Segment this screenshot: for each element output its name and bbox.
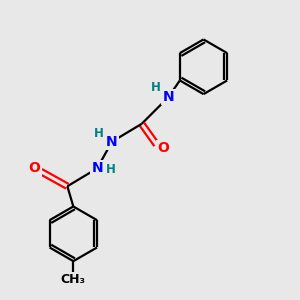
Text: N: N — [91, 161, 103, 176]
Text: N: N — [106, 135, 118, 149]
Text: H: H — [94, 127, 103, 140]
Text: H: H — [106, 164, 116, 176]
Text: H: H — [151, 81, 161, 94]
Text: N: N — [163, 90, 174, 104]
Text: O: O — [29, 161, 40, 176]
Text: CH₃: CH₃ — [61, 273, 86, 286]
Text: O: O — [157, 141, 169, 155]
